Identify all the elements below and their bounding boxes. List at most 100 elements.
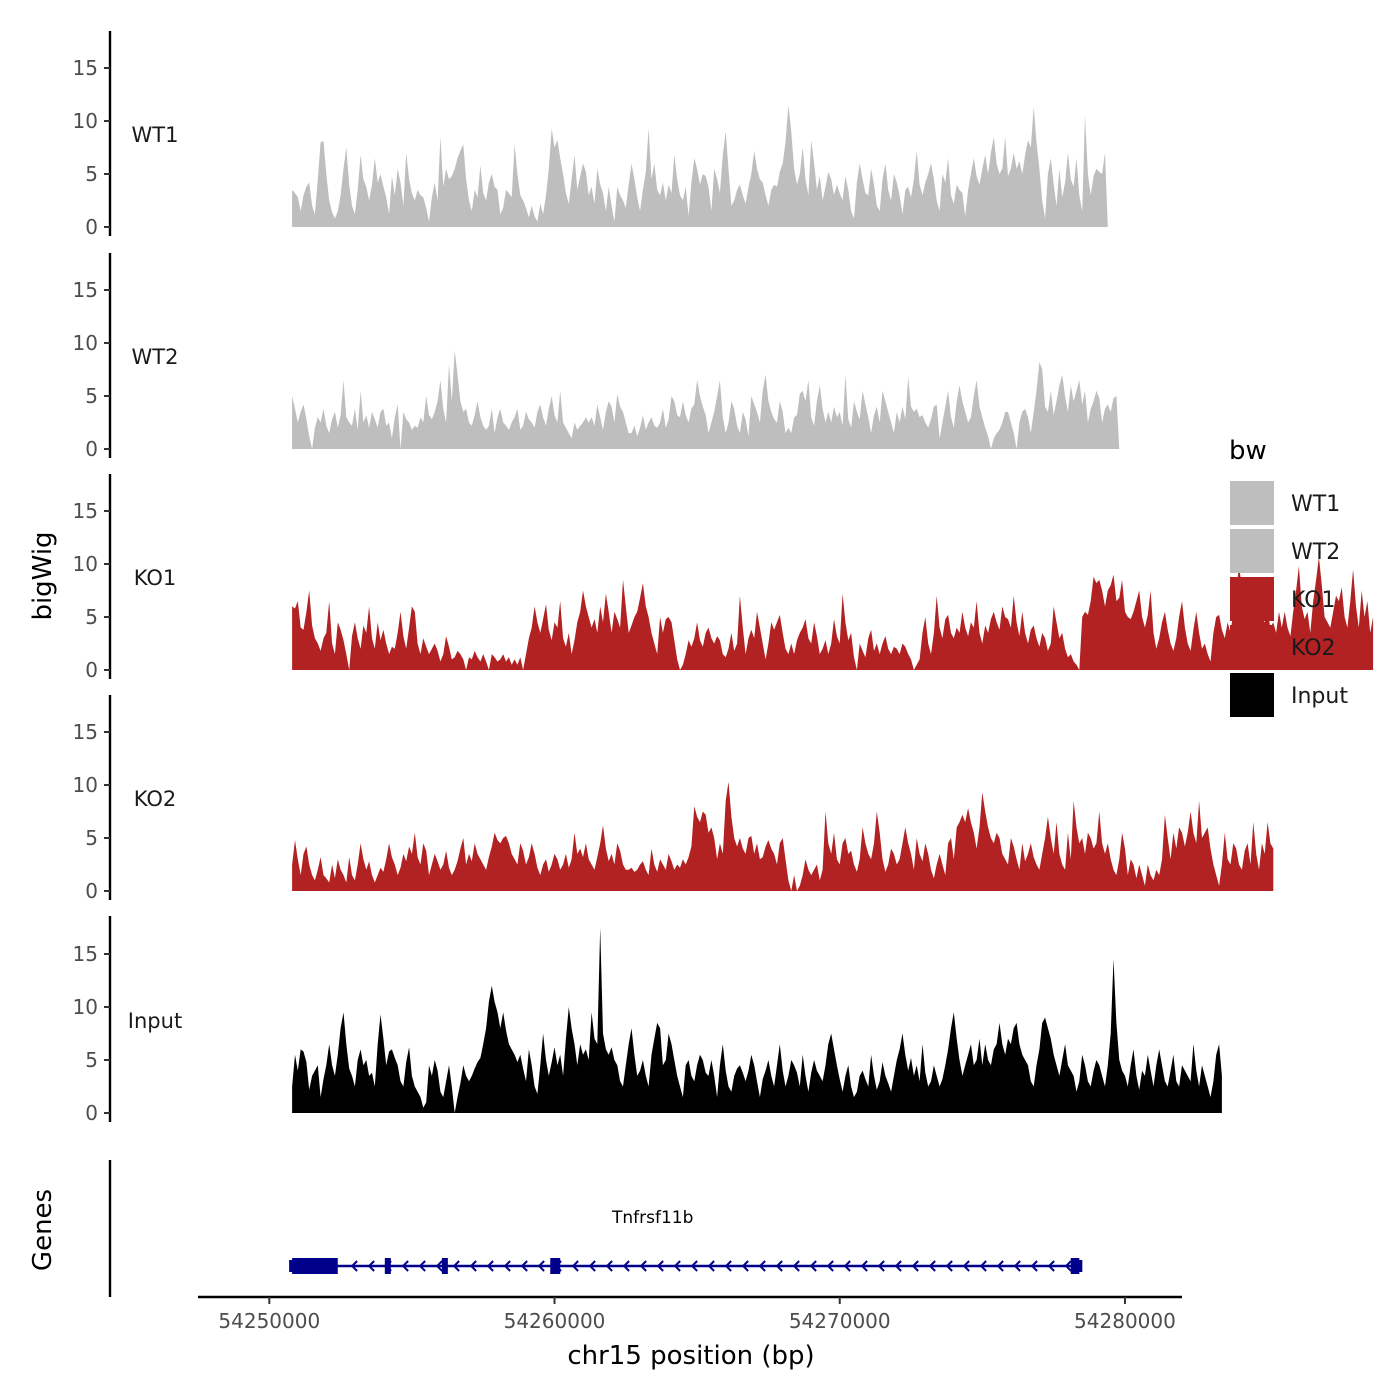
legend-item-input: Input — [1230, 673, 1348, 717]
x-axis-title: chr15 position (bp) — [567, 1341, 814, 1371]
coverage-tracks: 0 5 10 15 WT1 0 5 10 15 WT2 0 5 10 15 KO1 0 5 10 15 KO2 0 5 10… — [73, 31, 1374, 1125]
y-tick-label: 5 — [85, 384, 98, 408]
x-tick-label: 54280000 — [1074, 1309, 1176, 1333]
y-tick-label: 5 — [85, 1048, 98, 1072]
strand-arrow — [1030, 1260, 1038, 1272]
y-tick-label: 15 — [73, 720, 98, 744]
track-label-input: Input — [128, 1009, 182, 1033]
gene-track: Tnfrsf11b — [108, 1160, 1083, 1297]
legend: WT1 WT2 KO1 KO2 Input — [1230, 481, 1348, 717]
strand-arrow — [605, 1260, 613, 1272]
track-ko1: 0 5 10 15 KO1 — [73, 474, 1374, 682]
y-tick-label: 5 — [85, 162, 98, 186]
legend-label: WT1 — [1291, 492, 1340, 517]
legend-item-wt1: WT1 — [1230, 481, 1340, 525]
strand-arrow — [1064, 1260, 1072, 1272]
track-ko2: 0 5 10 15 KO2 — [73, 695, 1274, 903]
strand-arrow — [350, 1260, 358, 1272]
strand-arrow — [707, 1260, 715, 1272]
y-tick-label: 0 — [85, 879, 98, 903]
y-tick-label: 10 — [73, 995, 98, 1019]
x-axis: 54250000 54260000 54270000 54280000 — [198, 1295, 1182, 1333]
strand-arrow — [843, 1260, 851, 1272]
strand-arrow — [945, 1260, 953, 1272]
strand-arrow — [792, 1260, 800, 1272]
strand-arrow — [588, 1260, 596, 1272]
strand-arrow — [537, 1260, 545, 1272]
x-tick-label: 54260000 — [504, 1309, 606, 1333]
track-label-ko1: KO1 — [134, 566, 177, 590]
legend-swatch — [1230, 625, 1274, 669]
strand-arrow — [571, 1260, 579, 1272]
gene-exon — [292, 1258, 338, 1274]
y-tick-label: 15 — [73, 942, 98, 966]
legend-label: KO1 — [1291, 588, 1336, 613]
strand-arrow — [690, 1260, 698, 1272]
strand-arrow — [673, 1260, 681, 1272]
strand-arrow — [401, 1260, 409, 1272]
legend-swatch — [1230, 577, 1274, 621]
y-axis-title: bigWig — [28, 531, 58, 620]
gene-exon — [384, 1258, 391, 1274]
strand-arrow — [979, 1260, 987, 1272]
legend-swatch — [1230, 529, 1274, 573]
y-tick-label: 5 — [85, 605, 98, 629]
strand-arrow — [962, 1260, 970, 1272]
coverage-area-ko2 — [292, 781, 1274, 891]
y-tick-label: 10 — [73, 773, 98, 797]
gene-exon — [550, 1258, 561, 1274]
strand-arrow — [520, 1260, 528, 1272]
strand-arrow — [639, 1260, 647, 1272]
strand-arrow — [775, 1260, 783, 1272]
y-tick-label: 10 — [73, 331, 98, 355]
gene-exon — [441, 1258, 448, 1274]
x-tick-label: 54270000 — [789, 1309, 891, 1333]
legend-label: WT2 — [1291, 540, 1340, 565]
strand-arrow — [656, 1260, 664, 1272]
legend-swatch — [1230, 481, 1274, 525]
track-label-wt2: WT2 — [132, 345, 179, 369]
gene-name-label: Tnfrsf11b — [611, 1208, 693, 1228]
y-tick-label: 10 — [73, 109, 98, 133]
track-input: 0 5 10 15 Input — [73, 916, 1222, 1125]
gene-start-cap — [289, 1260, 296, 1272]
strand-arrow — [1013, 1260, 1021, 1272]
y-tick-label: 10 — [73, 552, 98, 576]
y-tick-label: 15 — [73, 56, 98, 80]
strand-arrow — [503, 1260, 511, 1272]
y-tick-label: 15 — [73, 499, 98, 523]
track-wt1: 0 5 10 15 WT1 — [73, 31, 1108, 239]
legend-item-ko1: KO1 — [1230, 577, 1336, 621]
strand-arrow — [486, 1260, 494, 1272]
track-wt2: 0 5 10 15 WT2 — [73, 253, 1120, 461]
strand-arrow — [877, 1260, 885, 1272]
strand-arrow — [911, 1260, 919, 1272]
coverage-area-ko1 — [292, 556, 1374, 670]
strand-arrow — [1047, 1260, 1055, 1272]
strand-arrow — [469, 1260, 477, 1272]
strand-arrow — [996, 1260, 1004, 1272]
genes-axis-title: Genes — [28, 1189, 58, 1271]
strand-arrow — [367, 1260, 375, 1272]
y-tick-label: 0 — [85, 437, 98, 461]
coverage-area-input — [292, 927, 1222, 1113]
coverage-area-wt1 — [292, 105, 1108, 227]
strand-arrow — [928, 1260, 936, 1272]
legend-item-wt2: WT2 — [1230, 529, 1340, 573]
strand-arrow — [809, 1260, 817, 1272]
strand-arrow — [418, 1260, 426, 1272]
y-tick-label: 5 — [85, 826, 98, 850]
gene-end-cap — [1076, 1260, 1083, 1272]
strand-arrow — [741, 1260, 749, 1272]
strand-arrow — [435, 1260, 443, 1272]
strand-arrow — [894, 1260, 902, 1272]
legend-swatch — [1230, 673, 1274, 717]
track-label-ko2: KO2 — [134, 787, 177, 811]
legend-label: KO2 — [1291, 636, 1336, 661]
strand-arrow — [860, 1260, 868, 1272]
y-tick-label: 0 — [85, 1101, 98, 1125]
strand-arrow — [758, 1260, 766, 1272]
gene-tnfrsf11b: Tnfrsf11b — [289, 1208, 1083, 1274]
strand-arrow — [452, 1260, 460, 1272]
legend-title: bw — [1229, 436, 1267, 466]
